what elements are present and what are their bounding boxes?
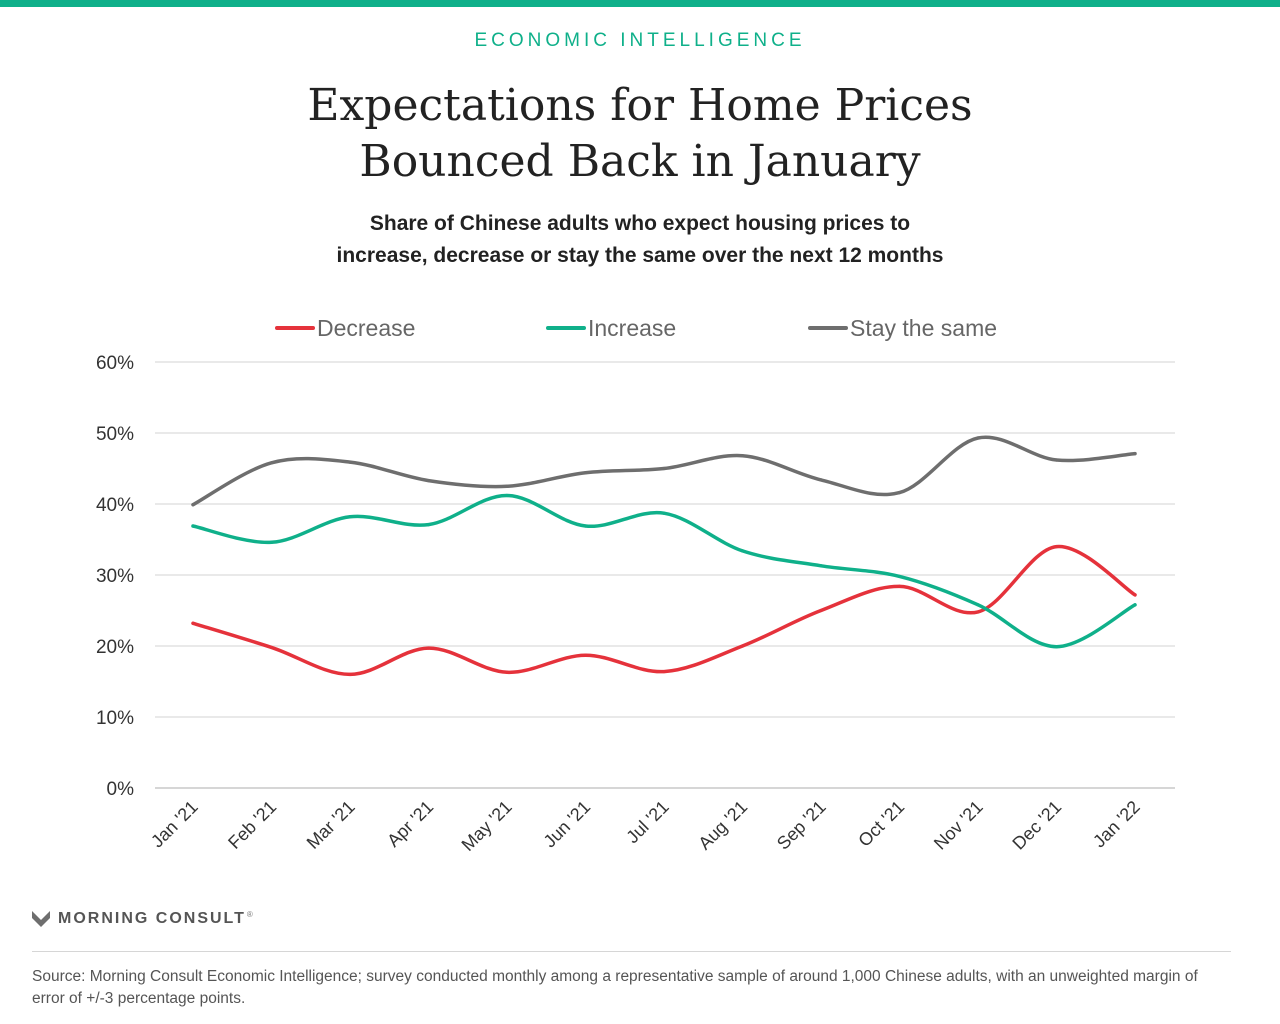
y-tick-label: 30% — [96, 566, 134, 587]
top-accent-bar — [0, 0, 1280, 7]
x-tick-label: Aug '21 — [694, 797, 751, 854]
data-point — [583, 471, 588, 475]
data-point — [191, 621, 195, 625]
morning-consult-logo-icon — [32, 911, 50, 927]
data-point — [819, 564, 823, 568]
series-line-decrease — [191, 544, 1137, 677]
brand-name: MORNING CONSULT — [58, 910, 246, 927]
data-point — [1133, 593, 1137, 597]
data-point — [819, 478, 823, 482]
data-point — [976, 610, 980, 614]
data-point — [426, 646, 431, 650]
brand-mark: ® — [246, 909, 253, 919]
data-point — [662, 511, 666, 515]
data-point — [426, 522, 431, 527]
data-point — [1054, 458, 1059, 462]
y-tick-label: 0% — [107, 779, 135, 800]
x-tick-label: Jan '21 — [147, 797, 202, 852]
chart-subtitle: Share of Chinese adults who expect housi… — [190, 208, 1090, 272]
data-point — [191, 503, 195, 507]
data-point — [505, 670, 509, 674]
y-tick-label: 40% — [96, 495, 134, 516]
x-tick-label: Jan '22 — [1089, 797, 1144, 852]
data-point — [348, 460, 352, 464]
x-tick-label: Jul '21 — [622, 797, 673, 848]
data-point — [740, 454, 745, 458]
data-point — [1054, 545, 1059, 549]
data-point — [505, 484, 509, 488]
y-tick-label: 20% — [96, 637, 134, 658]
legend-label-1: Increase — [588, 315, 676, 341]
data-point — [662, 466, 666, 471]
brand-logo: MORNING CONSULT ® — [32, 908, 253, 930]
data-point — [191, 524, 195, 528]
series-line-increase — [191, 493, 1137, 649]
legend-label-2: Stay the same — [850, 315, 997, 341]
data-point — [583, 524, 588, 528]
data-point — [348, 672, 352, 676]
footer-divider — [32, 951, 1231, 952]
legend-label-0: Decrease — [317, 315, 415, 341]
data-point — [976, 436, 980, 440]
data-point — [348, 515, 352, 519]
data-point — [1133, 451, 1137, 456]
data-point — [819, 608, 823, 613]
y-tick-label: 10% — [96, 708, 134, 729]
line-chart: 0% 10% 20% 30% 40% 50% 60% Jan '21 Feb '21 Mar '2… — [96, 315, 1175, 855]
data-point — [583, 653, 588, 657]
x-tick-label: Dec '21 — [1008, 797, 1065, 854]
data-point — [1054, 645, 1059, 649]
x-tick-label: Apr '21 — [383, 797, 437, 851]
data-point — [426, 478, 431, 483]
x-tick-label: Nov '21 — [930, 797, 987, 854]
data-point — [740, 549, 745, 553]
data-point — [740, 644, 745, 648]
x-tick-label: Oct '21 — [854, 797, 908, 851]
chart-title-line-1: Expectations for Home Prices — [307, 80, 973, 131]
x-tick-label: Sep '21 — [773, 797, 830, 854]
data-point — [897, 574, 902, 579]
data-point — [662, 669, 666, 674]
data-point — [976, 603, 980, 607]
y-tick-label: 60% — [96, 353, 134, 374]
data-point — [897, 584, 902, 588]
x-tick-label: Mar '21 — [303, 797, 359, 853]
data-point — [505, 493, 509, 498]
series-line-stay-the-same — [191, 435, 1137, 507]
data-point — [269, 645, 274, 650]
x-tick-label: Feb '21 — [224, 797, 280, 853]
chart-subtitle-line-2: increase, decrease or stay the same over… — [336, 244, 944, 267]
chart-title-line-2: Bounced Back in January — [359, 136, 921, 187]
data-point — [269, 461, 274, 465]
section-kicker: ECONOMIC INTELLIGENCE — [474, 30, 806, 51]
data-point — [269, 540, 274, 544]
data-point — [897, 491, 902, 495]
x-tick-label: Jun '21 — [540, 797, 595, 852]
y-tick-label: 50% — [96, 424, 134, 445]
chart-title: Expectations for Home Prices Bounced Bac… — [140, 78, 1140, 190]
data-point — [1133, 603, 1137, 607]
chart-subtitle-line-1: Share of Chinese adults who expect housi… — [369, 212, 911, 235]
x-tick-label: May '21 — [458, 797, 516, 855]
source-note: Source: Morning Consult Economic Intelli… — [32, 968, 1198, 1007]
